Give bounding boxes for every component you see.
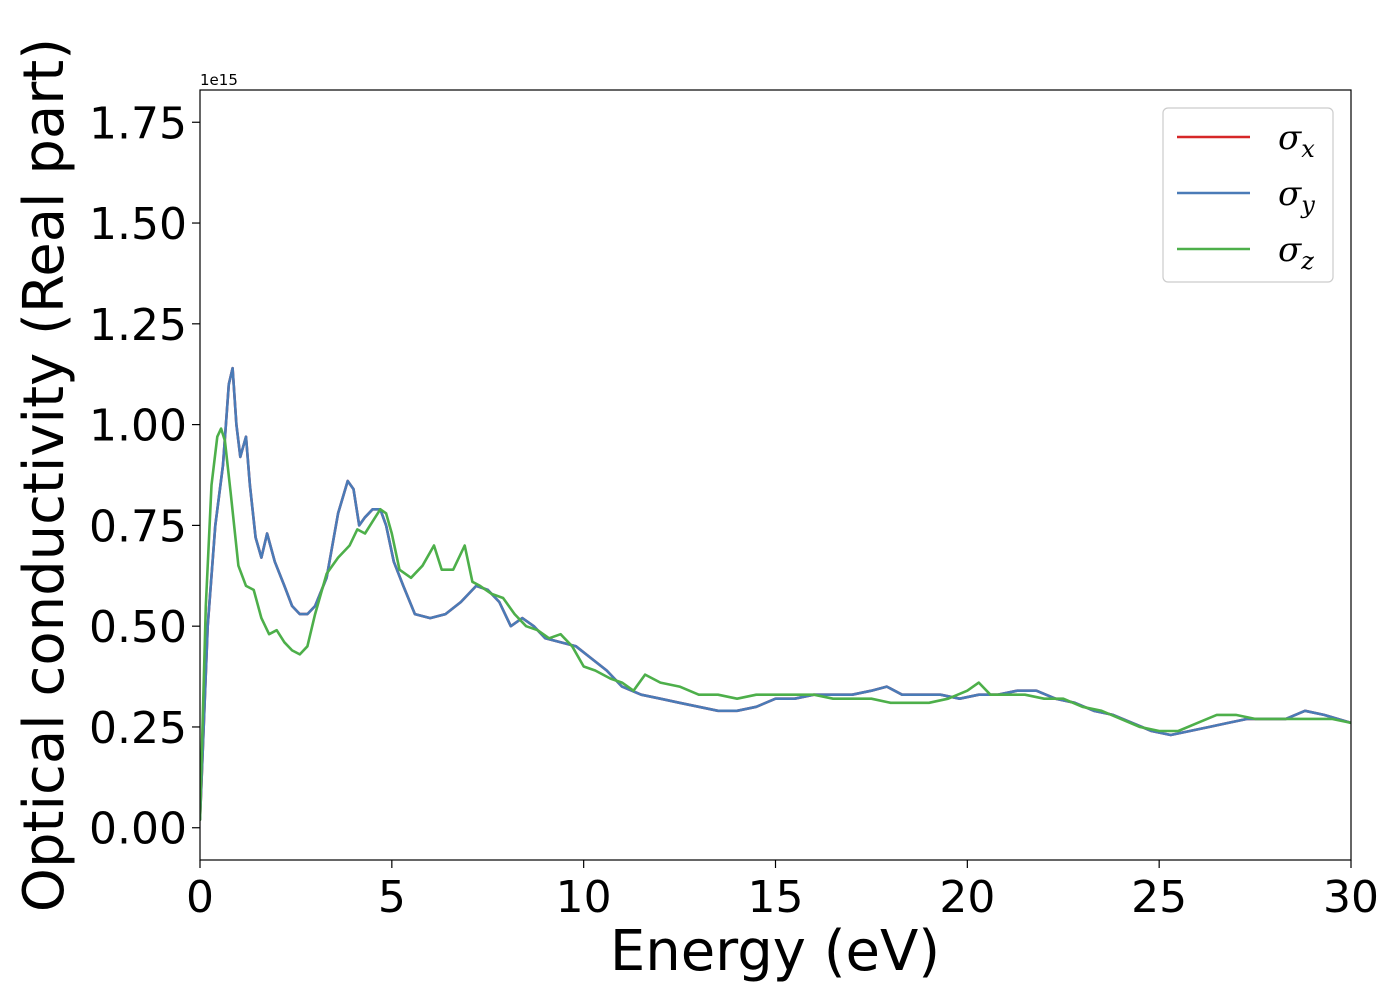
legend: σx σy σz bbox=[1162, 107, 1334, 283]
x-axis-title: Energy (eV) bbox=[610, 919, 940, 984]
y-tick-label: 1.75 bbox=[89, 98, 187, 149]
legend-label-z: σz bbox=[1278, 230, 1314, 275]
legend-box bbox=[1162, 107, 1334, 283]
x-tick-label: 25 bbox=[1131, 872, 1187, 923]
y-offset-text: 1e15 bbox=[200, 71, 238, 89]
y-tick-label: 1.50 bbox=[89, 199, 187, 250]
series-layer bbox=[200, 366, 1351, 822]
y-axis-title: Optical conductivity (Real part) bbox=[12, 38, 77, 912]
x-tick-label: 5 bbox=[378, 872, 406, 923]
x-tick-label: 10 bbox=[556, 872, 612, 923]
x-tick-label: 20 bbox=[939, 872, 995, 923]
y-tick-label: 0.75 bbox=[89, 501, 187, 552]
x-axis: 0 5 10 15 20 25 30 bbox=[186, 860, 1379, 923]
y-tick-label: 0.00 bbox=[89, 804, 187, 855]
y-tick-label: 1.00 bbox=[89, 401, 187, 452]
y-tick-label: 0.25 bbox=[89, 703, 187, 754]
y-axis: 0.00 0.25 0.50 0.75 1.00 1.25 1.50 1.75 bbox=[89, 98, 200, 855]
legend-label-x: σx bbox=[1278, 118, 1315, 163]
series-line-z bbox=[200, 427, 1351, 822]
x-tick-label: 15 bbox=[748, 872, 804, 923]
legend-label-y: σy bbox=[1278, 174, 1315, 219]
y-tick-label: 0.50 bbox=[89, 602, 187, 653]
plot-area bbox=[199, 89, 1352, 861]
y-tick-label: 1.25 bbox=[89, 300, 187, 351]
x-tick-label: 30 bbox=[1323, 872, 1379, 923]
x-tick-label: 0 bbox=[186, 872, 214, 923]
